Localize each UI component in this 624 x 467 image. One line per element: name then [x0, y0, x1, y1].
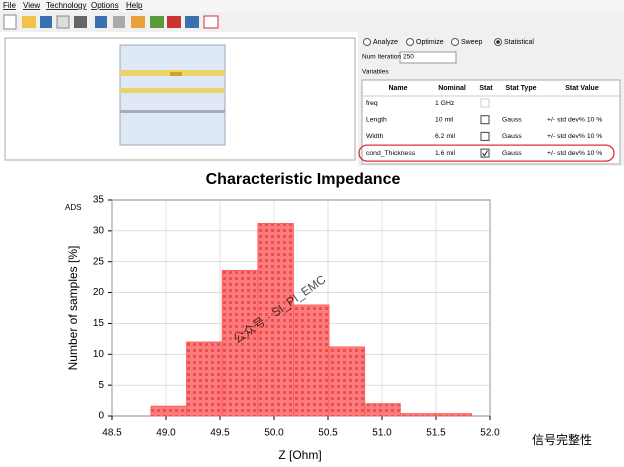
cell: freq	[366, 100, 378, 107]
menu-item: View	[23, 1, 40, 10]
x-tick-label: 50.5	[318, 428, 338, 439]
x-tick-label: 48.5	[102, 428, 122, 439]
toolbar	[0, 12, 624, 32]
y-tick-label: 30	[93, 225, 105, 236]
field-value: 250	[403, 54, 414, 61]
row-highlight	[358, 144, 615, 162]
cell: Gauss	[502, 150, 522, 157]
histogram-bar	[150, 405, 187, 417]
chart-title: Characteristic Impedance	[206, 171, 401, 188]
y-tick-label: 15	[93, 318, 105, 329]
cell: +/- std dev% 10 %	[547, 150, 602, 157]
radio[interactable]	[363, 38, 371, 46]
field-label: Num Iteration	[362, 54, 401, 61]
radio-label: Sweep	[461, 39, 483, 46]
x-tick-label: 52.0	[480, 428, 500, 439]
cell: +/- std dev% 10 %	[547, 116, 602, 123]
section-label: Variables	[362, 69, 389, 76]
x-tick-label: 51.0	[372, 428, 392, 439]
watermark: 信号完整性	[532, 432, 592, 447]
cell: +/- std dev% 10 %	[547, 133, 602, 140]
x-axis-label: Z [Ohm]	[278, 448, 321, 462]
num-iteration-field[interactable]	[399, 51, 457, 64]
column-header: Stat Type	[506, 85, 537, 92]
x-tick-label: 51.5	[426, 428, 446, 439]
column-header: Stat	[479, 85, 493, 92]
histogram-bar	[328, 346, 366, 417]
radio-label: Analyze	[373, 39, 398, 46]
radio-label: Optimize	[416, 39, 444, 46]
histogram-bar	[399, 413, 437, 417]
x-tick-label: 49.5	[210, 428, 230, 439]
cell: Length	[366, 116, 387, 123]
cell: 10 mil	[435, 116, 454, 123]
checkbox[interactable]	[480, 115, 490, 125]
histogram-bar	[435, 413, 473, 417]
toolbar-icons	[3, 14, 219, 30]
y-tick-label: 5	[98, 380, 104, 391]
menu-item: Technology	[46, 1, 86, 10]
menu-item: Help	[126, 1, 143, 10]
variables-table	[361, 79, 621, 165]
y-axis-label: Number of samples [%]	[66, 246, 80, 371]
cell: cond_Thickness	[366, 150, 416, 157]
y-tick-label: 35	[93, 195, 105, 206]
x-tick-label: 50.0	[264, 428, 284, 439]
checkbox	[480, 98, 490, 108]
radio[interactable]	[451, 38, 459, 46]
column-header: Nominal	[438, 85, 466, 92]
histogram-bar	[364, 403, 401, 417]
stackup-drawing	[119, 44, 226, 146]
chart-tag: ADS	[65, 203, 81, 212]
y-tick-label: 0	[98, 411, 104, 422]
checkmark	[482, 150, 488, 157]
column-header: Name	[388, 85, 407, 92]
radio[interactable]	[406, 38, 414, 46]
y-tick-label: 10	[93, 349, 105, 360]
menu-item: File	[3, 1, 16, 10]
y-tick-label: 20	[93, 287, 105, 298]
radio-label: Statistical	[504, 39, 534, 46]
histogram-bar	[293, 304, 330, 417]
histogram-bar	[186, 341, 223, 417]
cell: 6.2 mil	[435, 133, 456, 140]
x-tick-label: 49.0	[156, 428, 176, 439]
y-tick-label: 25	[93, 256, 105, 267]
cell: Gauss	[502, 133, 522, 140]
menu-bar	[0, 0, 624, 12]
column-header: Stat Value	[565, 85, 599, 92]
checkbox[interactable]	[480, 131, 490, 141]
cell: 1 GHz	[435, 100, 455, 107]
menu-item: Options	[91, 1, 119, 10]
cell: 1.6 mil	[435, 150, 456, 157]
cell: Width	[366, 133, 384, 140]
radio-dot	[496, 40, 500, 44]
checkbox[interactable]	[480, 148, 490, 158]
cell: Gauss	[502, 116, 522, 123]
